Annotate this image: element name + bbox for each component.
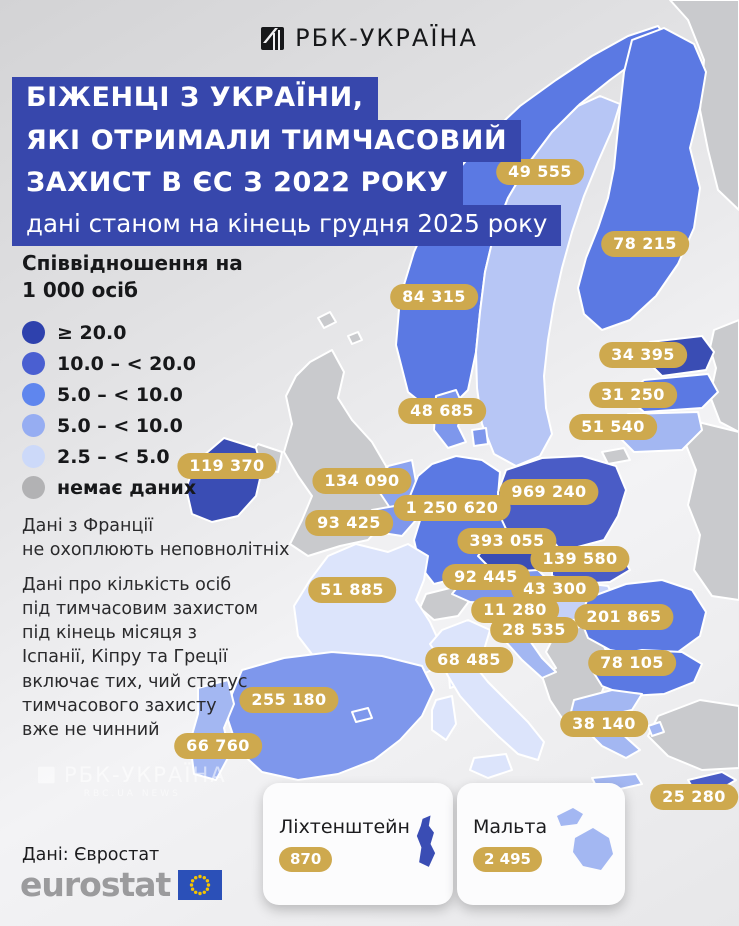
country-estonia <box>646 336 714 376</box>
country-turkey <box>648 700 739 770</box>
source-label: Дані: Євростат <box>22 845 160 865</box>
malta-shape <box>557 808 613 870</box>
legend-item-label: ≥ 20.0 <box>57 321 127 344</box>
legend-item: 5.0 – < 10.0 <box>22 379 243 410</box>
watermark-brand: РБК-УКРАЇНА <box>64 763 227 787</box>
country-sicily <box>470 754 512 778</box>
legend-color-dot <box>22 414 45 437</box>
legend-item: немає даних <box>22 472 243 503</box>
title-line-3: ЗАХИСТ В ЄС З 2022 РОКУ <box>12 162 463 206</box>
inset-value-malta: 2 495 <box>473 847 542 872</box>
legend-item: 10.0 – < 20.0 <box>22 348 243 379</box>
inset-card-liechtenstein: Ліхтенштейн 870 <box>263 783 453 905</box>
country-bulgaria <box>592 650 702 696</box>
country-belarus-ukraine <box>686 420 739 600</box>
islands-north-uk <box>318 312 336 328</box>
legend-item-label: 5.0 – < 10.0 <box>57 383 183 406</box>
title-line-1: БІЖЕНЦІ З УКРАЇНИ, <box>12 77 378 120</box>
eurostat-logo-text: eurostat <box>20 865 171 904</box>
watermark: РБК-УКРАЇНА RBC.UA NEWS <box>38 763 227 799</box>
inset-name-liechtenstein: Ліхтенштейн <box>279 816 410 838</box>
greek-island <box>648 722 664 736</box>
liechtenstein-shape <box>416 815 436 867</box>
legend-item: ≥ 20.0 <box>22 317 243 348</box>
country-greece <box>570 690 642 758</box>
country-sardinia <box>432 696 456 740</box>
brand-header: РБК-УКРАЇНА <box>0 24 739 52</box>
rbc-logo-icon <box>261 26 285 50</box>
legend: Співвідношення на 1 000 осіб ≥ 20.0 10.0 … <box>22 250 243 503</box>
eurostat-logo: eurostat <box>20 865 223 904</box>
country-latvia <box>626 374 718 412</box>
legend-title: Співвідношення на 1 000 осіб <box>22 251 243 302</box>
inset-value-liechtenstein: 870 <box>279 847 333 872</box>
legend-color-dot <box>22 321 45 344</box>
legend-item: 5.0 – < 10.0 <box>22 410 243 441</box>
country-russia-east <box>710 320 739 432</box>
country-russia-north <box>670 0 739 210</box>
title-line-2: ЯКІ ОТРИМАЛИ ТИМЧАСОВИЙ <box>12 119 522 163</box>
country-spain <box>228 652 434 780</box>
country-estonia-island <box>630 346 644 360</box>
inset-card-malta: Мальта 2 495 <box>457 783 625 905</box>
brand-name: РБК-УКРАЇНА <box>295 24 478 52</box>
title-subtitle: дані станом на кінець грудня 2025 року <box>12 205 562 247</box>
watermark-sub: RBC.UA NEWS <box>83 789 181 799</box>
country-uk <box>284 350 392 556</box>
country-sweden <box>476 96 620 466</box>
eu-flag-icon <box>178 869 223 900</box>
inset-name-malta: Мальта <box>473 816 548 838</box>
legend-item-label: 2.5 – < 5.0 <box>57 445 170 468</box>
legend-color-dot <box>22 476 45 499</box>
legend-item: 2.5 – < 5.0 <box>22 441 243 472</box>
note-france: Дані з Франції не охоплюють неповнолітні… <box>22 516 290 561</box>
legend-list: ≥ 20.0 10.0 – < 20.0 5.0 – < 10.0 5.0 – < 1… <box>22 317 243 503</box>
country-balearic <box>352 708 372 722</box>
legend-item-label: 5.0 – < 10.0 <box>57 414 183 437</box>
rbc-watermark-icon <box>38 766 55 784</box>
islands-north-uk-2 <box>348 332 362 344</box>
legend-item-label: 10.0 – < 20.0 <box>57 352 197 375</box>
country-cyprus <box>688 772 736 792</box>
legend-color-dot <box>22 445 45 468</box>
legend-item-label: немає даних <box>57 476 197 499</box>
country-kaliningrad <box>602 448 630 464</box>
note-methodology: Дані про кількість осіб під тимчасовим з… <box>22 575 259 740</box>
country-denmark <box>434 390 466 448</box>
legend-color-dot <box>22 352 45 375</box>
title-block: БІЖЕНЦІ З УКРАЇНИ, ЯКІ ОТРИМАЛИ ТИМЧАСОВ… <box>12 77 562 247</box>
country-denmark-island <box>472 428 488 446</box>
legend-color-dot <box>22 383 45 406</box>
